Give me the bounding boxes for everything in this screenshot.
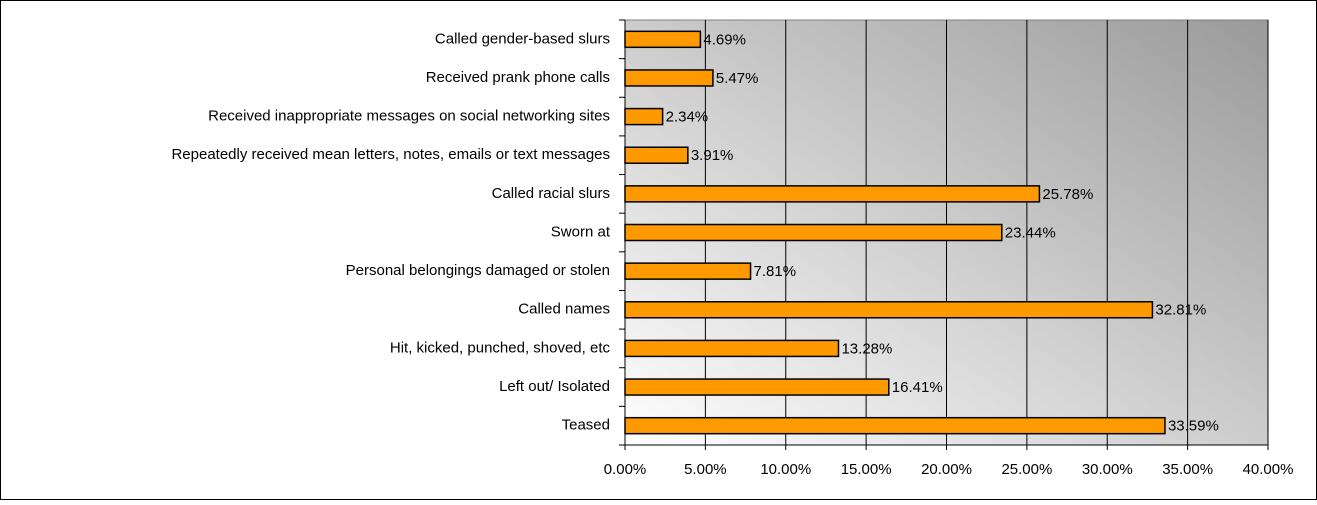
bar [624, 339, 840, 358]
x-tick-label: 15.00% [841, 461, 892, 478]
bar [624, 69, 714, 87]
y-tick-label: Received inappropriate messages on socia… [208, 108, 610, 125]
y-tick-label: Called racial slurs [492, 185, 610, 202]
x-tick-label: 35.00% [1162, 461, 1213, 478]
x-tick-label: 10.00% [760, 461, 811, 478]
x-tick-label: 40.00% [1243, 461, 1294, 478]
value-label: 5.47% [716, 70, 759, 87]
value-label: 7.81% [754, 263, 797, 280]
value-label: 32.81% [1155, 302, 1206, 319]
bar [624, 378, 890, 396]
x-tick-label: 5.00% [684, 461, 727, 478]
x-tick-label: 20.00% [921, 461, 972, 478]
bar [624, 301, 1154, 319]
x-tick-label: 30.00% [1082, 461, 1133, 478]
value-label: 4.69% [703, 31, 746, 48]
value-label: 23.44% [1005, 224, 1056, 241]
bar [624, 262, 752, 280]
y-tick-label: Hit, kicked, punched, shoved, etc [390, 339, 611, 356]
bar [624, 223, 1003, 242]
x-tick-label: 0.00% [604, 461, 647, 478]
y-tick-label: Called names [518, 301, 610, 318]
bar [624, 146, 689, 164]
x-tick-label: 25.00% [1001, 461, 1052, 478]
y-tick-label: Sworn at [551, 223, 611, 240]
bar [624, 416, 1166, 435]
y-tick-label: Called gender-based slurs [435, 30, 610, 47]
y-tick-label: Received prank phone calls [426, 69, 610, 86]
value-label: 2.34% [666, 109, 709, 126]
y-tick-label: Repeatedly received mean letters, notes,… [171, 146, 610, 163]
value-label: 16.41% [892, 379, 943, 396]
y-tick-label: Personal belongings damaged or stolen [346, 262, 610, 279]
value-label: 13.28% [841, 340, 892, 357]
value-label: 3.91% [691, 147, 734, 164]
bar [624, 185, 1041, 203]
value-label: 33.59% [1168, 418, 1219, 435]
value-label: 25.78% [1042, 186, 1093, 203]
bar [624, 107, 664, 126]
y-tick-label: Teased [562, 417, 610, 434]
y-tick-label: Left out/ Isolated [499, 378, 610, 395]
bar [624, 30, 702, 49]
